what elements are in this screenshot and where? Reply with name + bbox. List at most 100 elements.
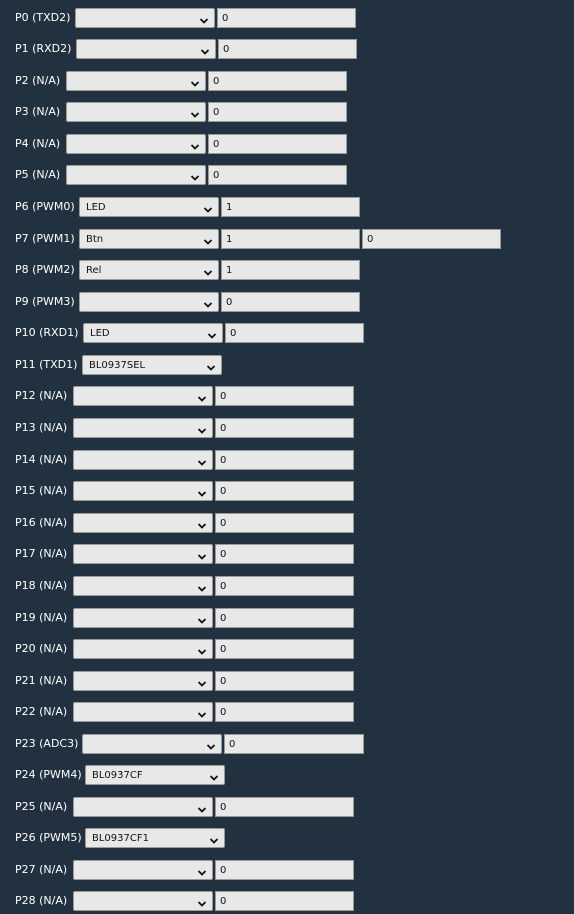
pin-role-select[interactable]: BL0937SEL [82, 355, 222, 375]
pin-label: P2 (N/A) [15, 74, 61, 87]
pin-channel-input[interactable]: 0 [215, 671, 354, 691]
pin-channel-input[interactable]: 0 [218, 39, 357, 59]
pin-role-value: Btn [86, 234, 104, 245]
pin-role-select[interactable] [66, 71, 206, 91]
pin-role-select[interactable]: Rel [79, 260, 219, 280]
pin-channel-value: 0 [213, 76, 220, 87]
pin-channel-input[interactable]: 0 [215, 481, 354, 501]
pin-channel-input[interactable]: 0 [215, 797, 354, 817]
pin-channel-input[interactable]: 0 [215, 860, 354, 880]
pin-role-select[interactable] [73, 671, 213, 691]
pin-channel-input[interactable]: 1 [221, 260, 360, 280]
pin-role-select[interactable]: BL0937CF [85, 765, 225, 785]
pin-row: P10 (RXD1) LED 0 [0, 323, 574, 343]
pin-channel-input[interactable]: 0 [215, 386, 354, 406]
pin-channel-input[interactable]: 0 [208, 134, 347, 154]
pin-channel-input[interactable]: 1 [221, 197, 360, 217]
pin-channel-input[interactable]: 0 [215, 418, 354, 438]
pin-channel-value: 0 [226, 297, 233, 308]
pin-role-select[interactable] [73, 450, 213, 470]
pin-role-select[interactable] [82, 734, 222, 754]
pin-role-select[interactable] [73, 386, 213, 406]
chevron-down-icon [197, 580, 207, 592]
pin-role-select[interactable]: BL0937CF1 [85, 828, 225, 848]
pin-channel-input[interactable]: 0 [215, 639, 354, 659]
pin-role-select[interactable] [79, 292, 219, 312]
pin-channel-input[interactable]: 0 [225, 323, 364, 343]
pin-role-select[interactable] [73, 608, 213, 628]
pin-label: P10 (RXD1) [15, 326, 79, 339]
pin-label: P8 (PWM2) [15, 263, 75, 276]
pin-row: P4 (N/A) 0 [0, 134, 574, 154]
pin-role-select[interactable] [73, 418, 213, 438]
pin-channel-value: 0 [230, 328, 237, 339]
pin-channel-input[interactable]: 0 [217, 8, 356, 28]
pin-label: P15 (N/A) [15, 484, 68, 497]
pin-channel-input[interactable]: 0 [215, 608, 354, 628]
chevron-down-icon [190, 138, 200, 150]
pin-role-select[interactable] [73, 513, 213, 533]
chevron-down-icon [203, 264, 213, 276]
pin-label: P23 (ADC3) [15, 737, 79, 750]
pin-label: P13 (N/A) [15, 421, 68, 434]
pin-channel-value: 0 [220, 802, 227, 813]
pin-channel-input[interactable]: 0 [215, 513, 354, 533]
pin-row: P13 (N/A) 0 [0, 418, 574, 438]
pin-role-select[interactable] [66, 102, 206, 122]
pin-channel-input[interactable]: 0 [215, 450, 354, 470]
pin-label: P27 (N/A) [15, 863, 68, 876]
pin-channel-value: 0 [229, 739, 236, 750]
pin-channel-input[interactable]: 0 [221, 292, 360, 312]
pin-role-value: LED [90, 328, 110, 339]
pin-row: P11 (TXD1) BL0937SEL [0, 355, 574, 375]
chevron-down-icon [197, 390, 207, 402]
chevron-down-icon [203, 296, 213, 308]
pin-row: P14 (N/A) 0 [0, 450, 574, 470]
pin-role-select[interactable] [73, 544, 213, 564]
pin-channel-input[interactable]: 0 [208, 102, 347, 122]
pin-role-select[interactable]: LED [83, 323, 223, 343]
pin-role-select[interactable] [73, 576, 213, 596]
pin-channel2-input[interactable]: 0 [362, 229, 501, 249]
pin-role-select[interactable] [66, 134, 206, 154]
pin-channel-value: 0 [220, 518, 227, 529]
pin-role-select[interactable]: LED [79, 197, 219, 217]
pin-role-value: BL0937CF [92, 770, 143, 781]
pin-row: P18 (N/A) 0 [0, 576, 574, 596]
chevron-down-icon [209, 832, 219, 844]
chevron-down-icon [206, 359, 216, 371]
pin-label: P28 (N/A) [15, 894, 68, 907]
pin-role-select[interactable] [76, 39, 216, 59]
pin-channel-input[interactable]: 0 [215, 544, 354, 564]
pin-role-select[interactable] [73, 891, 213, 911]
pin-channel-value: 0 [220, 613, 227, 624]
pin-channel-input[interactable]: 0 [215, 702, 354, 722]
pin-row: P28 (N/A) 0 [0, 891, 574, 911]
chevron-down-icon [197, 895, 207, 907]
pin-channel-input[interactable]: 0 [224, 734, 364, 754]
chevron-down-icon [190, 75, 200, 87]
pin-channel-input[interactable]: 1 [221, 229, 360, 249]
pin-channel-input[interactable]: 0 [215, 576, 354, 596]
pin-role-select[interactable] [66, 165, 206, 185]
chevron-down-icon [197, 675, 207, 687]
pin-row: P22 (N/A) 0 [0, 702, 574, 722]
pin-channel-value: 0 [222, 13, 229, 24]
pin-role-select[interactable] [73, 639, 213, 659]
pin-channel-value: 0 [220, 549, 227, 560]
pin-role-select[interactable] [73, 702, 213, 722]
chevron-down-icon [197, 612, 207, 624]
pin-role-select[interactable] [73, 797, 213, 817]
pin-row: P8 (PWM2) Rel 1 [0, 260, 574, 280]
pin-channel-input[interactable]: 0 [215, 891, 354, 911]
pin-channel-value: 0 [220, 676, 227, 687]
pin-channel-input[interactable]: 0 [208, 165, 347, 185]
pin-channel-input[interactable]: 0 [208, 71, 347, 91]
pin-channel2-value: 0 [367, 234, 374, 245]
pin-label: P19 (N/A) [15, 611, 68, 624]
pin-role-select[interactable] [75, 8, 215, 28]
pin-role-select[interactable] [73, 860, 213, 880]
pin-label: P16 (N/A) [15, 516, 68, 529]
pin-role-select[interactable] [73, 481, 213, 501]
pin-role-select[interactable]: Btn [79, 229, 219, 249]
